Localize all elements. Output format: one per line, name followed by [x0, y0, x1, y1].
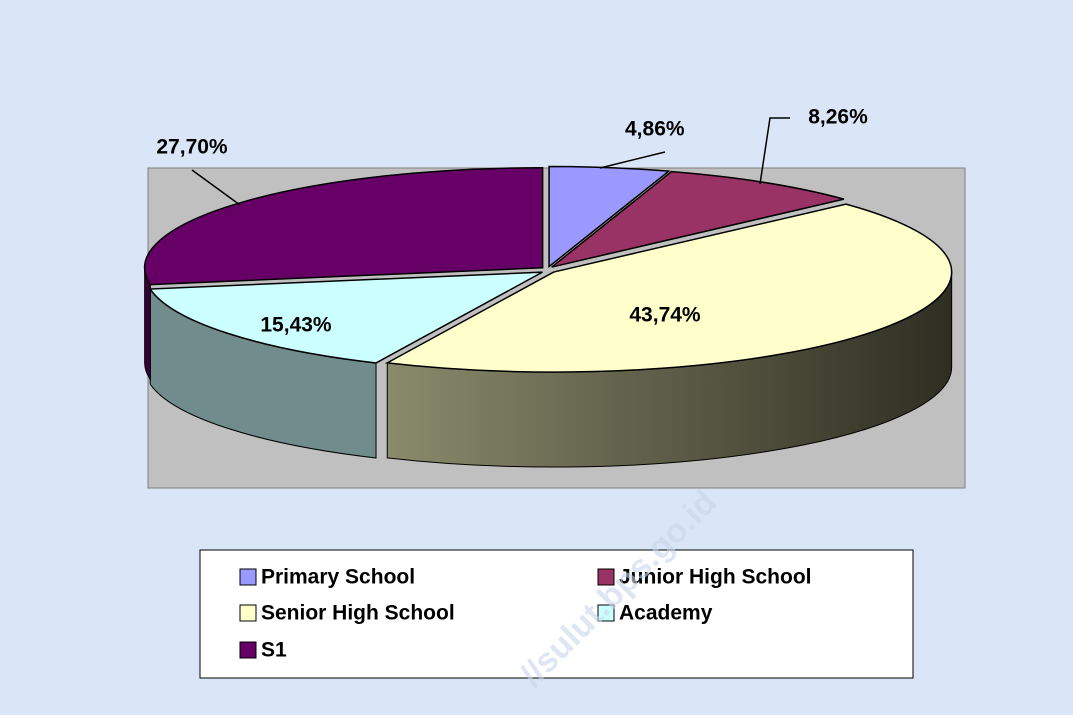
legend-label: Academy: [619, 602, 713, 625]
legend-swatch: [239, 641, 257, 659]
legend-label: Junior High School: [619, 566, 812, 589]
pie-slice: [548, 165, 671, 269]
legend-swatch: [239, 568, 257, 586]
data-label: 4,86%: [625, 118, 685, 141]
pie-slice: [148, 271, 543, 364]
data-label: 43,74%: [629, 304, 701, 327]
legend: [199, 549, 914, 679]
data-label: 15,43%: [260, 314, 332, 337]
pie-slice: [551, 170, 845, 268]
legend-label: S1: [261, 639, 287, 662]
leader-line: [759, 117, 790, 185]
legend-swatch: [597, 604, 615, 622]
leader-line: [191, 169, 241, 206]
pie-slice: [384, 203, 953, 373]
legend-label: Primary School: [261, 566, 415, 589]
legend-label: Senior High School: [261, 602, 455, 625]
legend-swatch: [239, 604, 257, 622]
legend-swatch: [597, 568, 615, 586]
data-label: 8,26%: [808, 106, 868, 129]
data-label: 27,70%: [156, 136, 228, 159]
leader-line: [599, 151, 666, 169]
